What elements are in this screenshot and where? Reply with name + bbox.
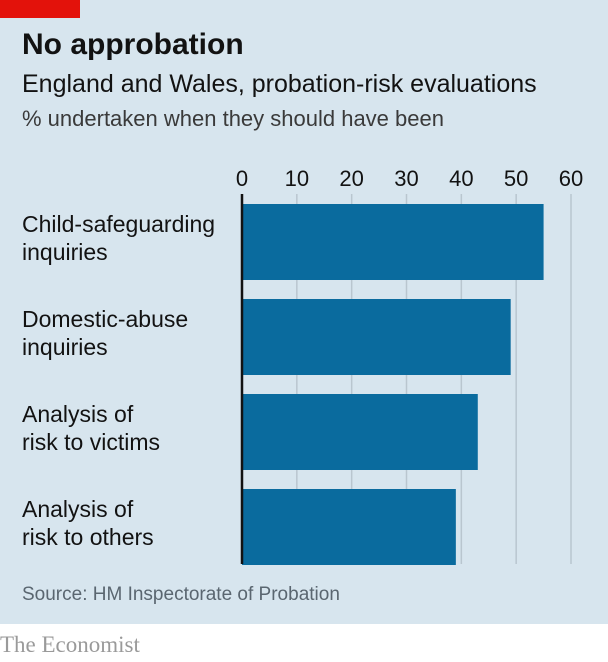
category-labels: Child-safeguarding inquiries Domestic-abus… <box>22 211 215 550</box>
x-axis-ticks: 0 10 20 30 40 50 60 <box>236 166 583 191</box>
category-label: Analysis of risk to victims <box>22 401 160 455</box>
chart-title: No approbation <box>22 28 244 61</box>
bar-chart: 0 10 20 30 40 50 60 Child-safeguarding inquirie… <box>22 166 583 565</box>
category-label: Child-safeguarding inquiries <box>22 211 215 265</box>
bar <box>242 489 456 565</box>
publisher-logo: The Economist <box>0 632 140 657</box>
x-tick-label: 30 <box>394 166 418 191</box>
x-tick-label: 0 <box>236 166 248 191</box>
source-note: Source: HM Inspectorate of Probation <box>22 584 340 605</box>
bar <box>242 204 544 280</box>
bar <box>242 394 478 470</box>
x-tick-label: 40 <box>449 166 473 191</box>
chart-panel: No approbation England and Wales, probat… <box>0 0 608 624</box>
x-tick-label: 20 <box>339 166 363 191</box>
chart-unit-label: % undertaken when they should have been <box>22 106 444 131</box>
bar <box>242 299 511 375</box>
bars <box>242 204 544 565</box>
chart-subtitle: England and Wales, probation-risk evalua… <box>22 70 537 98</box>
x-tick-label: 60 <box>559 166 583 191</box>
category-label: Domestic-abuse inquiries <box>22 306 188 360</box>
x-tick-label: 10 <box>285 166 309 191</box>
category-label: Analysis of risk to others <box>22 496 154 550</box>
x-tick-label: 50 <box>504 166 528 191</box>
brand-accent-tag <box>0 0 80 18</box>
